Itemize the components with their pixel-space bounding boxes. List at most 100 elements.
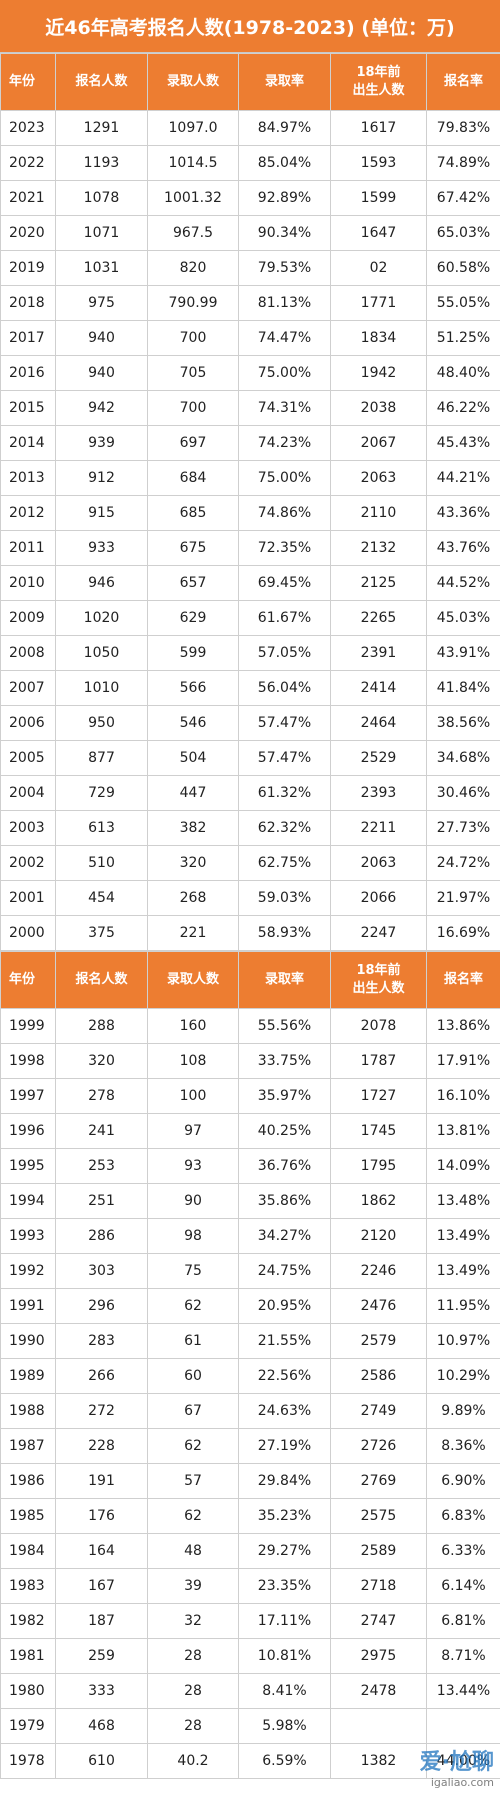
cell-apply-rate: 6.90% bbox=[426, 1463, 500, 1499]
cell-admission-rate: 22.56% bbox=[238, 1358, 331, 1394]
table-row: 2023 1291 1097.0 84.97% 1617 79.83% bbox=[0, 110, 500, 146]
cell-applicants: 1078 bbox=[55, 180, 148, 216]
cell-applicants: 228 bbox=[55, 1428, 148, 1464]
cell-births: 1942 bbox=[330, 355, 427, 391]
cell-admission-rate: 69.45% bbox=[238, 565, 331, 601]
header-apply-rate: 报名率 bbox=[426, 53, 500, 111]
cell-admission-rate: 84.97% bbox=[238, 110, 331, 146]
cell-admission-rate: 79.53% bbox=[238, 250, 331, 286]
cell-births: 2975 bbox=[330, 1638, 427, 1674]
cell-admitted: 967.5 bbox=[147, 215, 239, 251]
table-row: 1982 187 32 17.11% 2747 6.81% bbox=[0, 1603, 500, 1639]
cell-applicants: 942 bbox=[55, 390, 148, 426]
cell-applicants: 946 bbox=[55, 565, 148, 601]
cell-applicants: 468 bbox=[55, 1708, 148, 1744]
cell-admission-rate: 62.75% bbox=[238, 845, 331, 881]
cell-admitted: 382 bbox=[147, 810, 239, 846]
table-row: 1984 164 48 29.27% 2589 6.33% bbox=[0, 1533, 500, 1569]
cell-apply-rate: 6.33% bbox=[426, 1533, 500, 1569]
cell-admission-rate: 27.19% bbox=[238, 1428, 331, 1464]
table-row: 1985 176 62 35.23% 2575 6.83% bbox=[0, 1498, 500, 1534]
cell-admission-rate: 35.86% bbox=[238, 1183, 331, 1219]
cell-admitted: 40.2 bbox=[147, 1743, 239, 1779]
cell-applicants: 915 bbox=[55, 495, 148, 531]
cell-apply-rate: 45.43% bbox=[426, 425, 500, 461]
cell-admitted: 697 bbox=[147, 425, 239, 461]
header-births: 18年前 出生人数 bbox=[330, 53, 427, 111]
cell-births: 1795 bbox=[330, 1148, 427, 1184]
cell-births: 2464 bbox=[330, 705, 427, 741]
cell-admitted: 75 bbox=[147, 1253, 239, 1289]
cell-admission-rate: 57.05% bbox=[238, 635, 331, 671]
cell-births: 2066 bbox=[330, 880, 427, 916]
header-year: 年份 bbox=[0, 951, 56, 1009]
cell-admission-rate: 20.95% bbox=[238, 1288, 331, 1324]
cell-admitted: 320 bbox=[147, 845, 239, 881]
cell-admitted: 62 bbox=[147, 1428, 239, 1464]
cell-applicants: 303 bbox=[55, 1253, 148, 1289]
cell-year: 2023 bbox=[0, 110, 56, 146]
cell-admitted: 685 bbox=[147, 495, 239, 531]
cell-births: 1593 bbox=[330, 145, 427, 181]
cell-year: 2013 bbox=[0, 460, 56, 496]
cell-year: 2006 bbox=[0, 705, 56, 741]
cell-admission-rate: 58.93% bbox=[238, 915, 331, 951]
cell-applicants: 251 bbox=[55, 1183, 148, 1219]
cell-apply-rate: 38.56% bbox=[426, 705, 500, 741]
cell-apply-rate: 48.40% bbox=[426, 355, 500, 391]
table-row: 1981 259 28 10.81% 2975 8.71% bbox=[0, 1638, 500, 1674]
cell-apply-rate: 13.86% bbox=[426, 1008, 500, 1044]
cell-year: 2010 bbox=[0, 565, 56, 601]
table-row: 2017 940 700 74.47% 1834 51.25% bbox=[0, 320, 500, 356]
cell-year: 1992 bbox=[0, 1253, 56, 1289]
cell-admitted: 790.99 bbox=[147, 285, 239, 321]
cell-apply-rate: 65.03% bbox=[426, 215, 500, 251]
cell-apply-rate: 24.72% bbox=[426, 845, 500, 881]
cell-applicants: 1193 bbox=[55, 145, 148, 181]
cell-applicants: 912 bbox=[55, 460, 148, 496]
cell-year: 1998 bbox=[0, 1043, 56, 1079]
cell-apply-rate: 16.69% bbox=[426, 915, 500, 951]
cell-year: 2000 bbox=[0, 915, 56, 951]
cell-admission-rate: 74.47% bbox=[238, 320, 331, 356]
cell-applicants: 939 bbox=[55, 425, 148, 461]
header-row: 年份 报名人数 录取人数 录取率 18年前 出生人数 报名率 bbox=[0, 53, 500, 111]
cell-year: 2005 bbox=[0, 740, 56, 776]
cell-admission-rate: 85.04% bbox=[238, 145, 331, 181]
cell-year: 1980 bbox=[0, 1673, 56, 1709]
cell-births: 2575 bbox=[330, 1498, 427, 1534]
header-year: 年份 bbox=[0, 53, 56, 111]
cell-births: 2718 bbox=[330, 1568, 427, 1604]
cell-admitted: 32 bbox=[147, 1603, 239, 1639]
cell-applicants: 375 bbox=[55, 915, 148, 951]
cell-births: 2125 bbox=[330, 565, 427, 601]
cell-year: 2018 bbox=[0, 285, 56, 321]
cell-admission-rate: 33.75% bbox=[238, 1043, 331, 1079]
cell-births: 2391 bbox=[330, 635, 427, 671]
cell-admission-rate: 29.27% bbox=[238, 1533, 331, 1569]
cell-admitted: 100 bbox=[147, 1078, 239, 1114]
cell-admission-rate: 29.84% bbox=[238, 1463, 331, 1499]
header-admitted: 录取人数 bbox=[147, 951, 239, 1009]
cell-year: 1996 bbox=[0, 1113, 56, 1149]
cell-applicants: 187 bbox=[55, 1603, 148, 1639]
cell-year: 1979 bbox=[0, 1708, 56, 1744]
table-earlier: 年份 报名人数 录取人数 录取率 18年前 出生人数 报名率 1999 288 160… bbox=[0, 951, 500, 1779]
cell-admitted: 60 bbox=[147, 1358, 239, 1394]
table-row: 1986 191 57 29.84% 2769 6.90% bbox=[0, 1463, 500, 1499]
cell-admission-rate: 57.47% bbox=[238, 740, 331, 776]
cell-births: 2246 bbox=[330, 1253, 427, 1289]
cell-year: 1986 bbox=[0, 1463, 56, 1499]
cell-applicants: 613 bbox=[55, 810, 148, 846]
cell-births: 2067 bbox=[330, 425, 427, 461]
cell-births: 2414 bbox=[330, 670, 427, 706]
cell-year: 2021 bbox=[0, 180, 56, 216]
table-row: 1987 228 62 27.19% 2726 8.36% bbox=[0, 1428, 500, 1464]
cell-births: 2769 bbox=[330, 1463, 427, 1499]
table-row: 1983 167 39 23.35% 2718 6.14% bbox=[0, 1568, 500, 1604]
cell-admission-rate: 90.34% bbox=[238, 215, 331, 251]
cell-year: 2019 bbox=[0, 250, 56, 286]
cell-births: 2038 bbox=[330, 390, 427, 426]
cell-year: 2001 bbox=[0, 880, 56, 916]
cell-apply-rate: 67.42% bbox=[426, 180, 500, 216]
